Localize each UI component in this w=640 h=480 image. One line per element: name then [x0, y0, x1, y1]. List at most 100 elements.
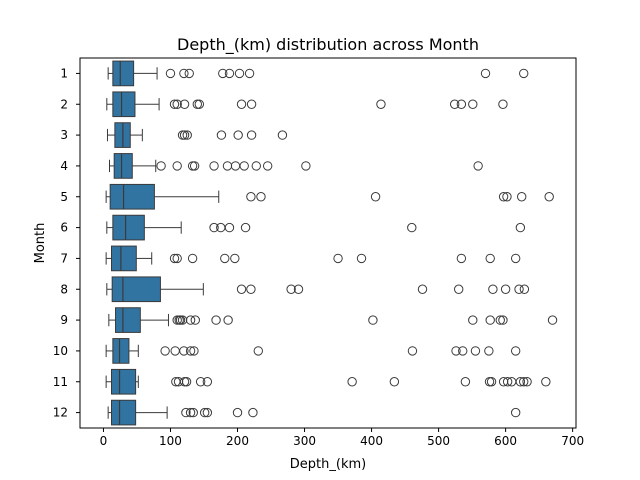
outlier-point	[170, 346, 180, 356]
outlier-point	[202, 377, 213, 387]
box-month-1	[107, 60, 529, 87]
iqr-box	[115, 307, 141, 333]
outlier-point	[502, 377, 513, 387]
outlier-point	[498, 99, 508, 109]
outlier-point	[547, 315, 558, 325]
outlier-point	[510, 346, 521, 356]
outlier-point	[368, 315, 378, 325]
outlier-point	[222, 161, 233, 171]
outlier-point	[184, 68, 194, 79]
iqr-box	[111, 245, 137, 272]
outlier-point	[495, 315, 505, 325]
box-month-9	[108, 307, 558, 333]
outlier-point	[194, 99, 205, 109]
outlier-point	[189, 161, 200, 171]
outlier-point	[239, 161, 249, 171]
outlier-point	[519, 284, 530, 294]
box-month-5	[105, 183, 554, 210]
outlier-point	[502, 192, 512, 202]
outlier-point	[451, 346, 461, 356]
outlier-point	[233, 130, 243, 140]
outlier-point	[515, 377, 526, 387]
outlier-point	[468, 99, 478, 109]
outlier-point	[407, 222, 417, 233]
outlier-point	[376, 99, 386, 109]
outlier-point	[181, 407, 191, 418]
outlier-point	[522, 377, 532, 387]
y-tick-label: 4	[60, 159, 68, 173]
y-tick-label: 11	[53, 375, 68, 389]
outlier-point	[458, 346, 468, 356]
outlier-point	[172, 99, 182, 109]
outlier-point	[253, 346, 263, 356]
outlier-point	[179, 346, 189, 356]
outlier-point	[179, 99, 190, 109]
outlier-point	[179, 377, 190, 387]
outlier-point	[262, 161, 273, 171]
outlier-point	[485, 253, 495, 264]
box-month-12	[107, 399, 521, 426]
plot-frame	[79, 57, 577, 429]
outlier-point	[234, 68, 245, 79]
outlier-point	[185, 346, 196, 356]
outlier-point	[185, 315, 196, 325]
outlier-point	[218, 68, 228, 79]
outlier-point	[192, 99, 202, 109]
box-month-4	[108, 153, 483, 179]
outlier-point	[514, 284, 524, 294]
outlier-point	[230, 161, 241, 171]
outlier-point	[407, 346, 418, 356]
outlier-point	[246, 130, 257, 140]
outlier-point	[160, 346, 170, 356]
iqr-box	[112, 338, 130, 364]
outlier-point	[256, 192, 266, 202]
outlier-point	[182, 130, 192, 140]
outlier-point	[541, 377, 551, 387]
outlier-point	[248, 407, 258, 418]
x-axis-label: Depth_(km)	[290, 457, 366, 472]
outlier-point	[188, 407, 198, 418]
outlier-point	[277, 130, 288, 140]
y-tick-label: 10	[53, 344, 68, 358]
iqr-box	[112, 60, 135, 87]
box-month-11	[105, 368, 551, 395]
outlier-point	[189, 346, 199, 356]
outlier-point	[517, 192, 527, 202]
outlier-point	[470, 346, 481, 356]
iqr-box	[112, 214, 145, 241]
y-tick-label: 8	[60, 282, 68, 296]
outlier-point	[417, 284, 428, 294]
outlier-point	[500, 284, 511, 294]
outlier-point	[515, 222, 526, 233]
outlier-point	[202, 407, 213, 418]
outlier-point	[185, 407, 196, 418]
outlier-point	[224, 222, 235, 233]
iqr-box	[111, 368, 137, 395]
x-tick-label: 600	[494, 434, 517, 448]
x-tick-label: 700	[561, 434, 584, 448]
outlier-point	[510, 253, 521, 264]
x-tick-label: 100	[159, 434, 182, 448]
outlier-point	[485, 315, 495, 325]
outlier-point	[246, 284, 256, 294]
outlier-point	[224, 68, 235, 79]
outlier-point	[236, 284, 247, 294]
outlier-point	[454, 284, 464, 294]
outlier-point	[211, 315, 221, 325]
outlier-point	[480, 68, 491, 79]
outlier-point	[223, 315, 233, 325]
outlier-point	[473, 161, 483, 171]
outlier-point	[356, 253, 367, 264]
outlier-point	[181, 377, 192, 387]
outlier-point	[172, 253, 182, 264]
outlier-point	[156, 161, 166, 171]
x-tick-label: 200	[226, 434, 249, 448]
outlier-point	[347, 377, 357, 387]
outlier-point	[498, 315, 508, 325]
y-tick-label: 9	[60, 313, 68, 327]
outlier-point	[179, 68, 189, 79]
outlier-point	[179, 130, 190, 140]
outlier-point	[236, 99, 247, 109]
outlier-point	[169, 253, 180, 264]
